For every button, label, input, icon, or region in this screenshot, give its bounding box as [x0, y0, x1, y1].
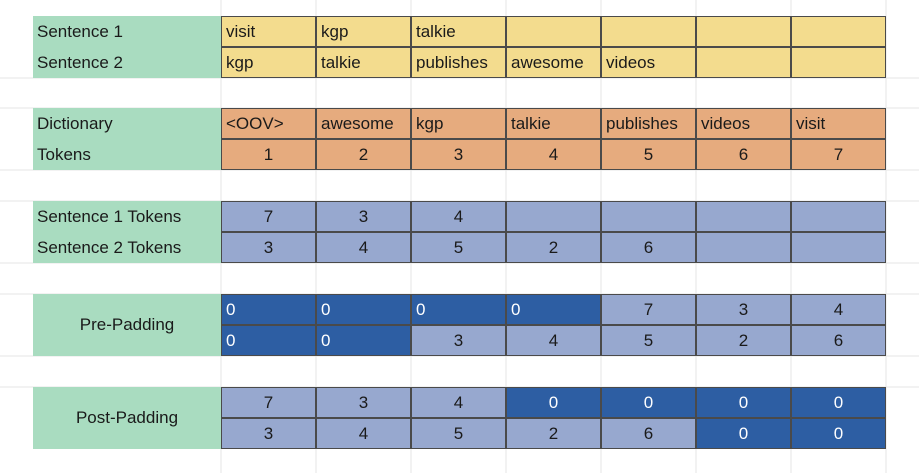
sentence-1-token-2: 3: [316, 201, 411, 232]
sentence-2-word-1: kgp: [221, 47, 316, 78]
dictionary-word-3: kgp: [411, 108, 506, 139]
label-post-padding: Post-Padding: [33, 387, 221, 449]
sentence-1-word-4: [506, 16, 601, 47]
post-padding-row-2-cell-4: 2: [506, 418, 601, 449]
post-padding-row-2-cell-3: 5: [411, 418, 506, 449]
sentence-2-token-1: 3: [221, 232, 316, 263]
sentence-1-token-5: [601, 201, 696, 232]
post-padding-row-1-cell-3: 4: [411, 387, 506, 418]
pre-padding-row-1-cell-2: 0: [316, 294, 411, 325]
label-pre-padding: Pre-Padding: [33, 294, 221, 356]
sentence-1-token-6: [696, 201, 791, 232]
pre-padding-row-2-cell-3: 3: [411, 325, 506, 356]
post-padding-row-2-cell-1: 3: [221, 418, 316, 449]
sentence-1-word-7: [791, 16, 886, 47]
dictionary-token-5: 5: [601, 139, 696, 170]
label-sentence-2-tokens: Sentence 2 Tokens: [33, 232, 221, 263]
dictionary-token-4: 4: [506, 139, 601, 170]
label-sentence-1-tokens: Sentence 1 Tokens: [33, 201, 221, 232]
sentence-1-word-2: kgp: [316, 16, 411, 47]
dictionary-token-1: 1: [221, 139, 316, 170]
dictionary-token-7: 7: [791, 139, 886, 170]
post-padding-row-1-cell-2: 3: [316, 387, 411, 418]
label-sentence-1: Sentence 1: [33, 16, 221, 47]
pre-padding-row-2-cell-1: 0: [221, 325, 316, 356]
pre-padding-row-2-cell-7: 6: [791, 325, 886, 356]
pre-padding-row-1-cell-5: 7: [601, 294, 696, 325]
label-tokens: Tokens: [33, 139, 221, 170]
post-padding-row-1-cell-1: 7: [221, 387, 316, 418]
pre-padding-row-1-cell-6: 3: [696, 294, 791, 325]
post-padding-row-1-cell-4: 0: [506, 387, 601, 418]
dictionary-token-6: 6: [696, 139, 791, 170]
sentence-2-token-6: [696, 232, 791, 263]
label-sentence-2: Sentence 2: [33, 47, 221, 78]
sentence-2-word-2: talkie: [316, 47, 411, 78]
sentence-2-word-3: publishes: [411, 47, 506, 78]
sentence-1-word-1: visit: [221, 16, 316, 47]
dictionary-token-3: 3: [411, 139, 506, 170]
sentence-1-word-5: [601, 16, 696, 47]
sentence-2-token-4: 2: [506, 232, 601, 263]
sentence-2-token-3: 5: [411, 232, 506, 263]
pre-padding-row-1-cell-4: 0: [506, 294, 601, 325]
post-padding-row-2-cell-6: 0: [696, 418, 791, 449]
sentence-2-token-2: 4: [316, 232, 411, 263]
pre-padding-row-1-cell-1: 0: [221, 294, 316, 325]
sentence-1-token-3: 4: [411, 201, 506, 232]
sentence-2-token-7: [791, 232, 886, 263]
label-dictionary: Dictionary: [33, 108, 221, 139]
sentence-1-word-3: talkie: [411, 16, 506, 47]
dictionary-word-6: videos: [696, 108, 791, 139]
dictionary-word-7: visit: [791, 108, 886, 139]
pre-padding-row-2-cell-6: 2: [696, 325, 791, 356]
dictionary-word-1: <OOV>: [221, 108, 316, 139]
post-padding-row-1-cell-6: 0: [696, 387, 791, 418]
dictionary-token-2: 2: [316, 139, 411, 170]
pre-padding-row-2-cell-5: 5: [601, 325, 696, 356]
post-padding-row-2-cell-5: 6: [601, 418, 696, 449]
pre-padding-row-2-cell-2: 0: [316, 325, 411, 356]
sentence-2-word-7: [791, 47, 886, 78]
dictionary-word-4: talkie: [506, 108, 601, 139]
dictionary-word-2: awesome: [316, 108, 411, 139]
sentence-2-word-4: awesome: [506, 47, 601, 78]
post-padding-row-1-cell-5: 0: [601, 387, 696, 418]
sentence-1-token-4: [506, 201, 601, 232]
pre-padding-row-2-cell-4: 4: [506, 325, 601, 356]
sentence-1-token-1: 7: [221, 201, 316, 232]
pre-padding-row-1-cell-3: 0: [411, 294, 506, 325]
sentence-2-word-5: videos: [601, 47, 696, 78]
sentence-2-token-5: 6: [601, 232, 696, 263]
post-padding-row-2-cell-7: 0: [791, 418, 886, 449]
sentence-1-word-6: [696, 16, 791, 47]
sentence-2-word-6: [696, 47, 791, 78]
pre-padding-row-1-cell-7: 4: [791, 294, 886, 325]
dictionary-word-5: publishes: [601, 108, 696, 139]
post-padding-row-1-cell-7: 0: [791, 387, 886, 418]
post-padding-row-2-cell-2: 4: [316, 418, 411, 449]
sentence-1-token-7: [791, 201, 886, 232]
